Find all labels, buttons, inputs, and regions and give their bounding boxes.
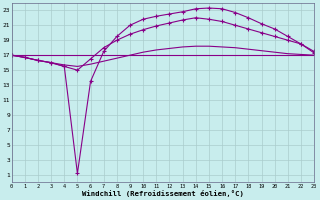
X-axis label: Windchill (Refroidissement éolien,°C): Windchill (Refroidissement éolien,°C) xyxy=(82,190,244,197)
